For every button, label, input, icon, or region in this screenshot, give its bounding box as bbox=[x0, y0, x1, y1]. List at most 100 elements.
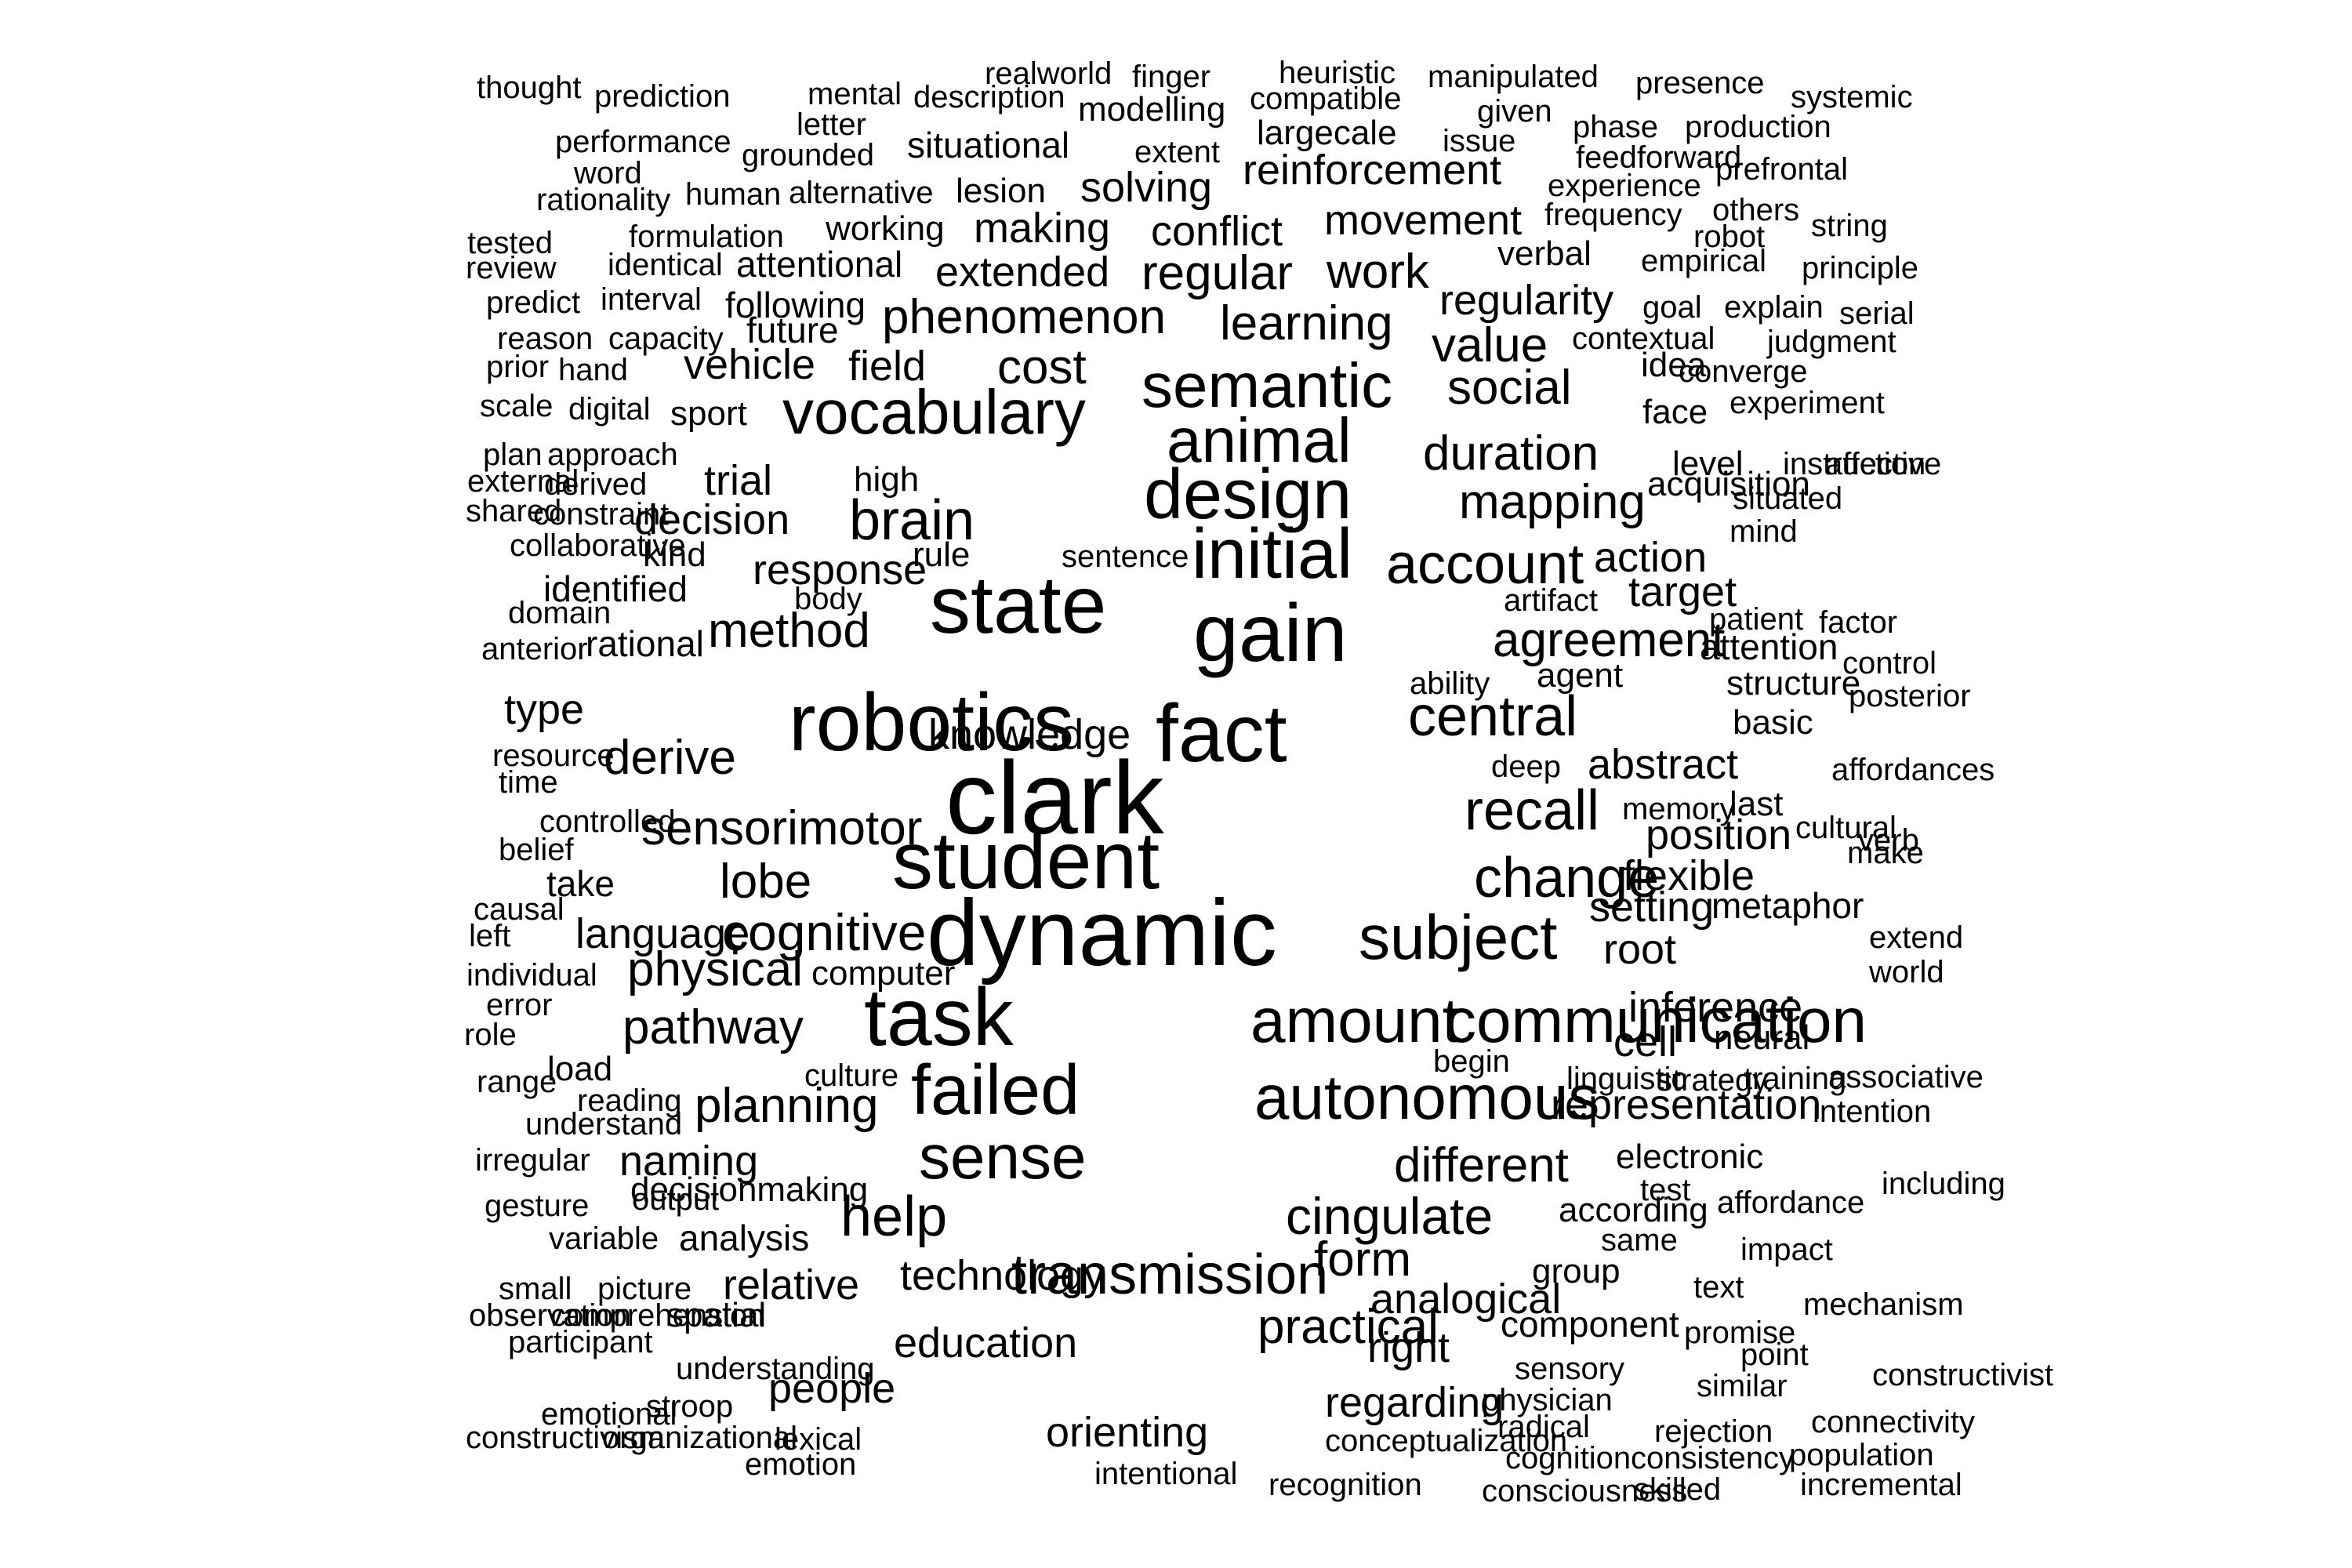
word: human bbox=[685, 177, 782, 212]
word: judgment bbox=[1767, 325, 1896, 359]
word: sentence bbox=[1062, 539, 1189, 574]
word: prediction bbox=[594, 79, 731, 114]
word: change bbox=[1474, 847, 1660, 909]
word: dynamic bbox=[927, 880, 1277, 985]
word: irregular bbox=[475, 1143, 590, 1178]
word: thought bbox=[477, 71, 582, 105]
word: shared bbox=[466, 494, 562, 528]
word: training bbox=[1744, 1062, 1847, 1096]
word: value bbox=[1432, 318, 1548, 372]
word: make bbox=[1847, 836, 1924, 870]
word: practical bbox=[1258, 1300, 1439, 1354]
word: presence bbox=[1635, 66, 1765, 100]
word: verb bbox=[1858, 823, 1919, 858]
word: help bbox=[840, 1185, 948, 1248]
word: fact bbox=[1156, 688, 1287, 779]
word: analysis bbox=[679, 1218, 810, 1258]
word: physician bbox=[1482, 1383, 1613, 1417]
word: extent bbox=[1134, 135, 1220, 169]
word: communication bbox=[1445, 985, 1867, 1055]
word: relative bbox=[723, 1261, 860, 1308]
word: regularity bbox=[1439, 277, 1614, 324]
word: making bbox=[974, 205, 1111, 252]
word: brain bbox=[849, 489, 975, 552]
word: rational bbox=[586, 623, 704, 664]
word: agent bbox=[1537, 656, 1624, 695]
word: hand bbox=[558, 353, 628, 387]
word: feedforward bbox=[1576, 140, 1742, 175]
word: component bbox=[1501, 1304, 1679, 1345]
word: basic bbox=[1733, 703, 1813, 742]
word: account bbox=[1386, 533, 1584, 596]
word: rule bbox=[913, 535, 971, 574]
word: recall bbox=[1465, 779, 1600, 842]
word: resource bbox=[492, 739, 615, 773]
word: reinforcement bbox=[1243, 147, 1502, 194]
word: setting bbox=[1589, 884, 1715, 931]
word: design bbox=[1144, 456, 1352, 534]
word: description bbox=[913, 80, 1065, 114]
word: observation bbox=[469, 1298, 631, 1333]
word: small bbox=[499, 1272, 572, 1306]
word: realworld bbox=[985, 56, 1112, 91]
word: text bbox=[1693, 1270, 1744, 1305]
word: initial bbox=[1192, 515, 1353, 593]
word: body bbox=[794, 582, 862, 616]
word: trial bbox=[704, 457, 773, 504]
word: alternative bbox=[789, 176, 934, 210]
word: sport bbox=[670, 394, 747, 433]
word: derive bbox=[604, 731, 736, 785]
word: empirical bbox=[1641, 244, 1767, 278]
word: decisionmaking bbox=[630, 1171, 869, 1209]
word: modelling bbox=[1078, 90, 1226, 129]
word: duration bbox=[1423, 426, 1599, 481]
word: memory bbox=[1622, 792, 1736, 826]
word: population bbox=[1789, 1438, 1934, 1472]
word: largecale bbox=[1257, 114, 1397, 152]
word: naming bbox=[619, 1138, 759, 1185]
word: cognitive bbox=[722, 903, 927, 961]
word: abstract bbox=[1588, 741, 1739, 788]
word: affordance bbox=[1717, 1185, 1865, 1220]
word: serial bbox=[1839, 296, 1915, 331]
word: posterior bbox=[1849, 679, 1971, 713]
word: education bbox=[894, 1319, 1078, 1367]
word: constructivism bbox=[466, 1421, 665, 1455]
word: attention bbox=[1700, 626, 1838, 667]
word: digital bbox=[568, 392, 651, 426]
word: planning bbox=[695, 1079, 879, 1133]
word: given bbox=[1477, 94, 1552, 129]
word: regarding bbox=[1325, 1379, 1504, 1426]
word: world bbox=[1869, 955, 1944, 989]
word: method bbox=[708, 604, 870, 658]
word: robot bbox=[1693, 220, 1766, 254]
word: inference bbox=[1628, 984, 1803, 1031]
word: language bbox=[575, 910, 750, 957]
word: artifact bbox=[1504, 583, 1599, 618]
word: prefrontal bbox=[1715, 152, 1848, 187]
word: intention bbox=[1813, 1094, 1932, 1129]
word: converge bbox=[1679, 354, 1808, 389]
word: subject bbox=[1359, 902, 1558, 972]
word: individual bbox=[466, 958, 597, 993]
word: finger bbox=[1132, 60, 1211, 94]
word: reason bbox=[497, 321, 593, 356]
word: predict bbox=[486, 285, 581, 320]
word: range bbox=[477, 1065, 557, 1099]
word: external bbox=[467, 464, 579, 499]
word: neural bbox=[1714, 1018, 1810, 1057]
word: sense bbox=[919, 1122, 1087, 1192]
word: prior bbox=[486, 350, 550, 384]
word: begin bbox=[1433, 1044, 1510, 1079]
word: scale bbox=[480, 389, 554, 423]
word: manipulated bbox=[1428, 60, 1599, 94]
word: metaphor bbox=[1711, 885, 1864, 926]
word: root bbox=[1603, 926, 1677, 973]
word: intentional bbox=[1094, 1457, 1238, 1491]
word: connectivity bbox=[1811, 1405, 1975, 1439]
word: cell bbox=[1613, 1018, 1678, 1065]
word: word bbox=[574, 156, 642, 191]
word: animal bbox=[1167, 405, 1352, 475]
word: following bbox=[725, 285, 866, 325]
